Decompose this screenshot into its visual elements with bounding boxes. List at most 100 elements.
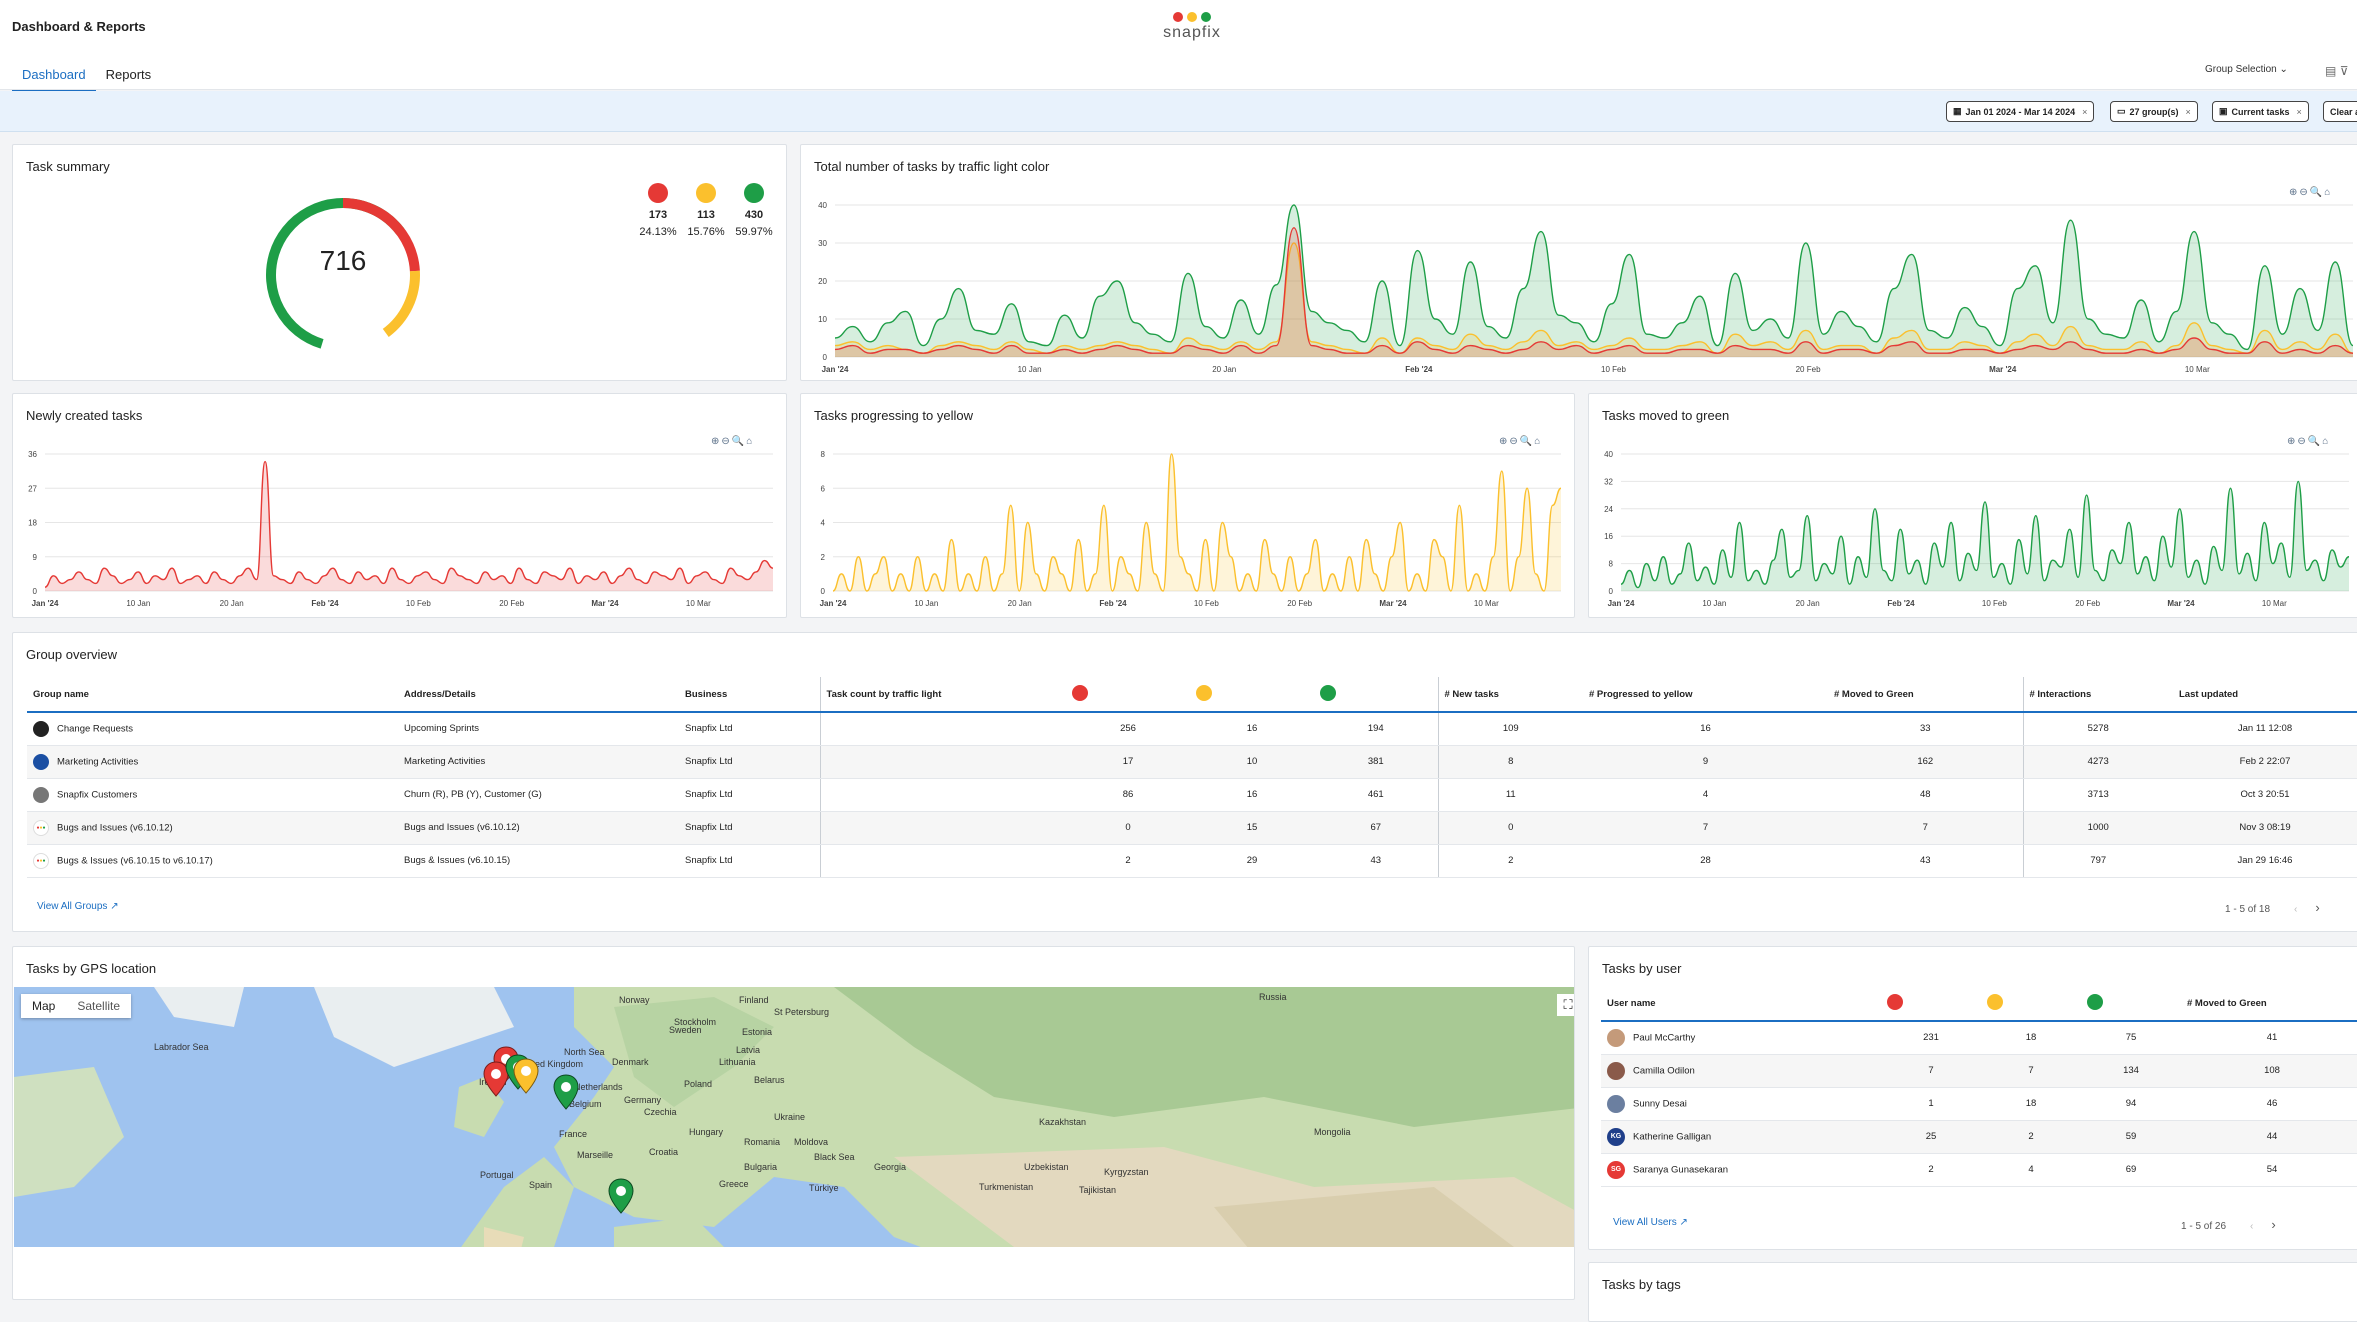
x-tick-label: 20 Jan (1008, 599, 1032, 608)
business-cell: Snapfix Ltd (679, 778, 820, 812)
table-row[interactable]: Paul McCarthy 231 18 75 41 (1601, 1021, 2357, 1055)
user-name-cell[interactable]: Paul McCarthy (1601, 1021, 1881, 1055)
col-red[interactable] (1881, 987, 1981, 1022)
chart-toolbar[interactable]: ⊕⊖🔍⌂ (1499, 436, 1543, 447)
snapfix-logo[interactable]: snapfix (1162, 12, 1222, 42)
red-count-cell: 2 (1881, 1153, 1981, 1187)
business-cell: Snapfix Ltd (679, 712, 820, 746)
map-label: Greece (719, 1179, 749, 1189)
yellow-count-cell: 4 (1981, 1153, 2081, 1187)
x-tick-label: 20 Feb (499, 599, 524, 608)
tab-reports[interactable]: Reports (105, 67, 152, 82)
close-icon[interactable]: × (2296, 106, 2302, 117)
gps-map[interactable]: Map Satellite ⛶ Norway Finland Russia Swede… (14, 987, 1574, 1247)
prev-page-icon[interactable]: ‹ (2294, 904, 2298, 915)
table-row[interactable]: Snapfix Customers Churn (R), PB (Y), Cus… (27, 778, 2357, 812)
map-label: North Sea (564, 1047, 605, 1057)
col-yellow[interactable] (1981, 987, 2081, 1022)
satellite-button[interactable]: Satellite (77, 999, 121, 1013)
col-moved-green[interactable]: # Moved to Green (1828, 677, 2023, 713)
prev-page-icon[interactable]: ‹ (2250, 1221, 2254, 1232)
map-label: Moldova (794, 1137, 829, 1147)
table-row[interactable]: Change Requests Upcoming Sprints Snapfix… (27, 712, 2357, 746)
map-pin-green[interactable] (608, 1178, 634, 1214)
col-green[interactable] (1314, 677, 1438, 713)
map-pin-red[interactable] (483, 1061, 509, 1097)
progressed-yellow-cell: 28 (1583, 844, 1828, 878)
clear-all-label: Clear a (2330, 106, 2357, 117)
x-tick-label: 10 Feb (1194, 599, 1219, 608)
group-selection-dropdown[interactable]: Group Selection ⌄ (2205, 64, 2288, 75)
table-row[interactable]: SG Saranya Gunasekaran 2 4 69 54 (1601, 1153, 2357, 1187)
group-name-cell[interactable]: Change Requests (27, 712, 398, 746)
col-group-name[interactable]: Group name (27, 677, 398, 713)
user-name-cell[interactable]: Camilla Odilon (1601, 1054, 1881, 1088)
col-traffic-light[interactable]: Task count by traffic light (819, 677, 1066, 713)
user-name-cell[interactable]: Sunny Desai (1601, 1087, 1881, 1121)
user-name-cell[interactable]: KG Katherine Galligan (1601, 1120, 1881, 1154)
table-row[interactable]: Camilla Odilon 7 7 134 108 (1601, 1054, 2357, 1088)
legend-red: 173 24.13% (635, 183, 681, 238)
green-count-cell: 381 (1314, 745, 1438, 779)
group-name-cell[interactable]: Snapfix Customers (27, 778, 398, 812)
tab-dashboard[interactable]: Dashboard (12, 64, 96, 93)
col-red[interactable] (1066, 677, 1190, 713)
group-name-cell[interactable]: ●●● Bugs & Issues (v6.10.15 to v6.10.17) (27, 844, 398, 878)
view-all-groups-link[interactable]: View All Groups ↗ (37, 901, 119, 912)
clear-all-button[interactable]: Clear a (2323, 101, 2357, 122)
close-icon[interactable]: × (2185, 106, 2191, 117)
close-icon[interactable]: × (2082, 106, 2088, 117)
map-label: Estonia (742, 1027, 773, 1037)
col-yellow[interactable] (1190, 677, 1314, 713)
yellow-count: 113 (697, 209, 715, 221)
task-icon: ▣ (2219, 106, 2228, 116)
print-icon[interactable]: ▤ (2325, 64, 2337, 78)
col-green[interactable] (2081, 987, 2181, 1022)
chart-toolbar[interactable]: ⊕⊖🔍⌂ (711, 436, 755, 447)
chart-toolbar[interactable]: ⊕⊖🔍⌂ (2289, 187, 2333, 198)
tasks-by-user-title: Tasks by user (1602, 961, 1682, 976)
red-count-cell: 256 (1066, 712, 1190, 746)
user-name-cell[interactable]: SG Saranya Gunasekaran (1601, 1153, 1881, 1187)
groups-filter-chip[interactable]: ▭ 27 group(s) × (2110, 101, 2198, 122)
yellow-count-cell: 15 (1190, 811, 1314, 845)
x-tick-label: 20 Feb (1796, 365, 1821, 374)
group-name-cell[interactable]: Marketing Activities (27, 745, 398, 779)
table-row[interactable]: Sunny Desai 1 18 94 46 (1601, 1087, 2357, 1121)
view-all-users-link[interactable]: View All Users ↗ (1613, 1217, 1688, 1228)
map-label: Türkiye (809, 1183, 839, 1193)
col-address[interactable]: Address/Details (398, 677, 679, 713)
tasks-filter-chip[interactable]: ▣ Current tasks × (2212, 101, 2309, 122)
map-pin-yellow[interactable] (513, 1058, 539, 1094)
table-row[interactable]: Marketing Activities Marketing Activitie… (27, 745, 2357, 779)
map-pin-green[interactable] (553, 1074, 579, 1110)
map-button[interactable]: Map (32, 999, 56, 1013)
table-row[interactable]: ●●● Bugs & Issues (v6.10.15 to v6.10.17) … (27, 844, 2357, 878)
address-cell: Marketing Activities (398, 745, 679, 779)
map-label: Czechia (644, 1107, 677, 1117)
green-count-cell: 134 (2081, 1054, 2181, 1088)
col-progressed-yellow[interactable]: # Progressed to yellow (1583, 677, 1828, 713)
top-bar: Dashboard & Reports snapfix Dashboard Re… (0, 0, 2357, 93)
col-interactions[interactable]: # Interactions (2022, 677, 2173, 713)
date-filter-chip[interactable]: ▦ Jan 01 2024 - Mar 14 2024 × (1946, 101, 2095, 122)
avatar (1607, 1061, 1625, 1080)
y-tick-label: 0 (1609, 587, 1614, 596)
user-pagination: 1 - 5 of 26 ‹ › (2181, 1217, 2276, 1232)
y-tick-label: 0 (33, 587, 38, 596)
col-last-updated[interactable]: Last updated (2173, 677, 2357, 713)
col-user-name[interactable]: User name (1601, 987, 1881, 1022)
chart-toolbar[interactable]: ⊕⊖🔍⌂ (2287, 436, 2331, 447)
group-name-cell[interactable]: ●●● Bugs and Issues (v6.10.12) (27, 811, 398, 845)
table-row[interactable]: ●●● Bugs and Issues (v6.10.12) Bugs and I… (27, 811, 2357, 845)
next-page-icon[interactable]: › (2271, 1217, 2276, 1232)
table-row[interactable]: KG Katherine Galligan 25 2 59 44 (1601, 1120, 2357, 1154)
filter-icon[interactable]: ⊽ (2339, 64, 2349, 78)
col-moved-green[interactable]: # Moved to Green (2181, 987, 2357, 1022)
fullscreen-icon[interactable]: ⛶ (1557, 994, 1574, 1016)
col-business[interactable]: Business (679, 677, 820, 713)
interactions-cell: 797 (2022, 844, 2173, 878)
col-new-tasks[interactable]: # New tasks (1437, 677, 1583, 713)
next-page-icon[interactable]: › (2315, 900, 2320, 915)
x-tick-label: Mar '24 (2167, 599, 2195, 608)
